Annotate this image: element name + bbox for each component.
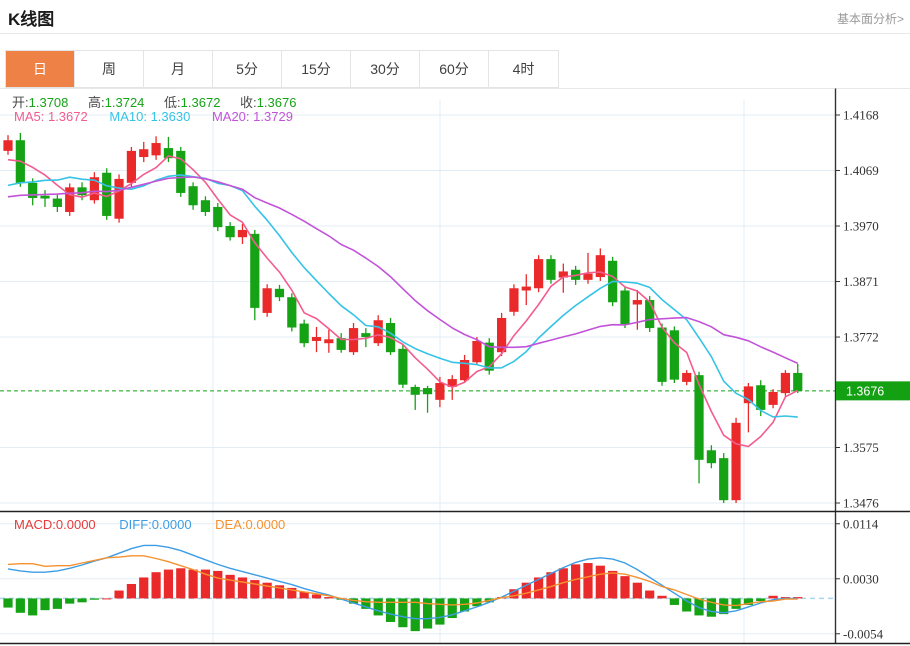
current-price-value: 1.3676 xyxy=(846,384,884,398)
tab-4hour[interactable]: 4时 xyxy=(489,51,558,87)
tab-15min[interactable]: 15分 xyxy=(282,51,351,87)
tab-day[interactable]: 日 xyxy=(6,51,75,87)
svg-text:1.3575: 1.3575 xyxy=(843,440,879,455)
svg-text:1.4168: 1.4168 xyxy=(843,108,879,123)
gridlines xyxy=(0,100,835,643)
tab-month[interactable]: 月 xyxy=(144,51,213,87)
ma10-line xyxy=(7,174,798,418)
tab-week[interactable]: 周 xyxy=(75,51,144,87)
svg-text:0.0114: 0.0114 xyxy=(843,516,879,531)
reference-lines xyxy=(0,390,835,600)
svg-text:1.3476: 1.3476 xyxy=(843,496,879,511)
kline-chart-svg[interactable]: 1.4168 1.4069 1.3970 1.3871 1.3772 1.3575 1.34… xyxy=(0,88,910,646)
tab-30min[interactable]: 30分 xyxy=(351,51,420,87)
dea-line xyxy=(7,555,798,607)
tab-5min[interactable]: 5分 xyxy=(213,51,282,87)
header-divider xyxy=(0,33,910,34)
svg-text:1.4069: 1.4069 xyxy=(843,163,879,178)
axes xyxy=(0,88,910,645)
ma20-line xyxy=(7,176,799,365)
svg-text:1.3871: 1.3871 xyxy=(843,274,879,289)
current-price-badge-bg xyxy=(836,381,910,401)
svg-text:1.3970: 1.3970 xyxy=(843,219,879,234)
page-title: K线图 xyxy=(8,10,55,29)
current-price-badge: 1.3676 xyxy=(836,381,910,401)
svg-text:0.0030: 0.0030 xyxy=(843,571,879,586)
tab-60min[interactable]: 60分 xyxy=(420,51,489,87)
svg-text:-0.0054: -0.0054 xyxy=(843,626,884,641)
svg-text:1.3772: 1.3772 xyxy=(843,330,879,345)
axis-labels: 1.4168 1.4069 1.3970 1.3871 1.3772 1.3575 1.34… xyxy=(835,108,884,641)
ma5-line xyxy=(7,155,799,448)
timeframe-tabs: 日周月 5分 15分 30分 60分 4时 xyxy=(5,50,559,88)
macd-layer xyxy=(3,544,803,632)
fundamental-analysis-link[interactable]: 基本面分析> xyxy=(836,12,904,26)
kline-chart-area[interactable]: 1.4168 1.4069 1.3970 1.3871 1.3772 1.3575 1.34… xyxy=(0,88,910,646)
